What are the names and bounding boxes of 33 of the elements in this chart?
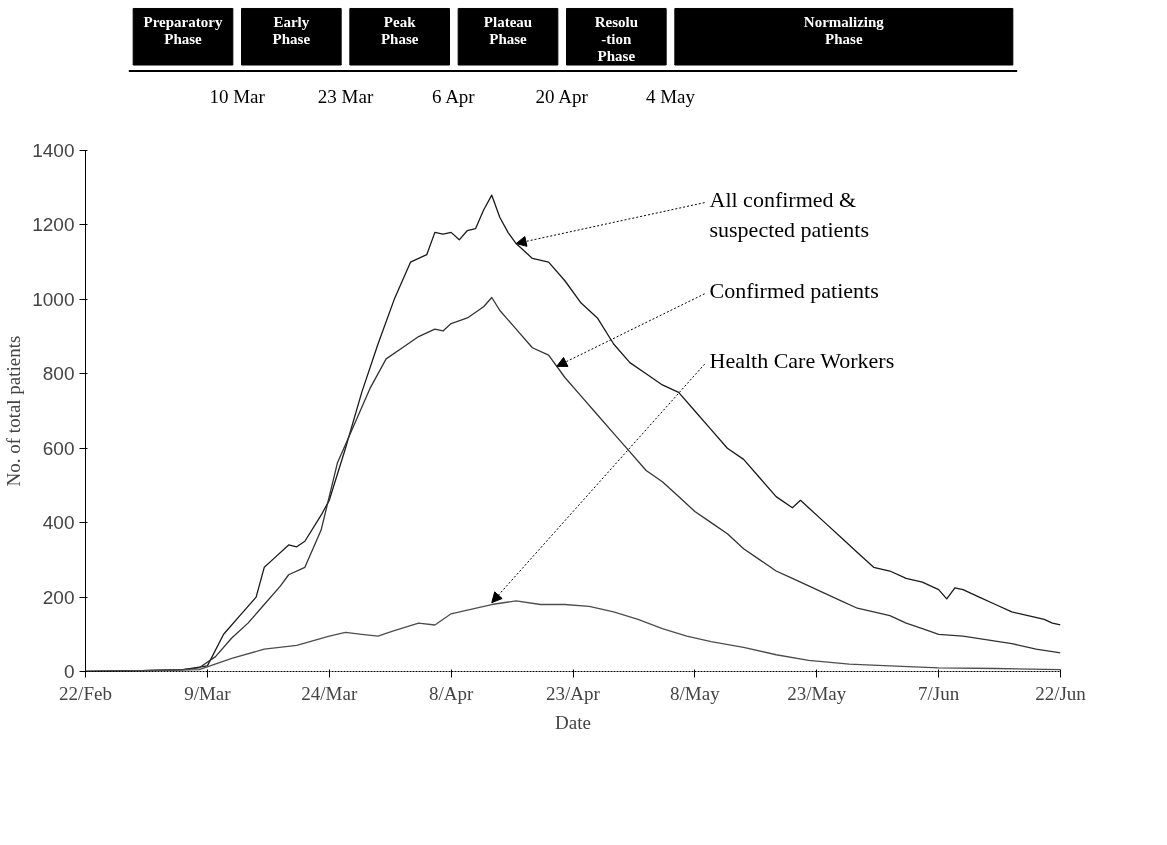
x-tick-label: 23/Apr	[546, 682, 601, 704]
category-label: Early Phase	[272, 14, 311, 48]
y-tick-label: 800	[42, 363, 75, 385]
y-tick-label: 1000	[32, 288, 75, 310]
y-axis-title: No. of total patients	[3, 335, 25, 487]
y-tick-label: 400	[42, 512, 75, 534]
x-tick-label: 23/May	[787, 682, 847, 704]
category-label: Preparatory Phase	[143, 14, 223, 48]
y-tick-label: 1200	[32, 214, 75, 236]
category-label: Resolu -tion Phase	[594, 14, 639, 65]
x-tick-label: 22/Jun	[1035, 682, 1087, 704]
category-label: Plateau Phase	[483, 14, 533, 48]
annotation: Health Care Workers	[709, 348, 895, 374]
y-tick-label: 1400	[32, 140, 75, 161]
x-axis-title: Date	[555, 711, 591, 733]
annotation: Confirmed patients	[709, 278, 879, 304]
text: 23 Mar	[317, 85, 374, 107]
category-label: Normalizing Phase	[803, 14, 885, 48]
x-tick-label: 7/Jun	[918, 682, 960, 704]
annotation: All confirmed & suspected patients	[709, 186, 869, 242]
y-tick-label: 600	[42, 437, 75, 459]
y-tick-label: 0	[63, 661, 75, 682]
category-label: Peak Phase	[380, 14, 419, 48]
x-tick-label: 8/May	[670, 682, 721, 704]
text: 6 Apr	[431, 85, 476, 107]
text: 20 Apr	[535, 85, 589, 107]
y-tick-label: 200	[42, 586, 75, 608]
text: 10 Mar	[209, 85, 266, 107]
x-tick-label: 24/Mar	[301, 682, 358, 704]
x-tick-label: 8/Apr	[428, 682, 474, 704]
x-tick-label: 22/Feb	[59, 682, 112, 704]
x-tick-label: 9/Mar	[184, 682, 232, 704]
text: 4 May	[645, 85, 696, 107]
